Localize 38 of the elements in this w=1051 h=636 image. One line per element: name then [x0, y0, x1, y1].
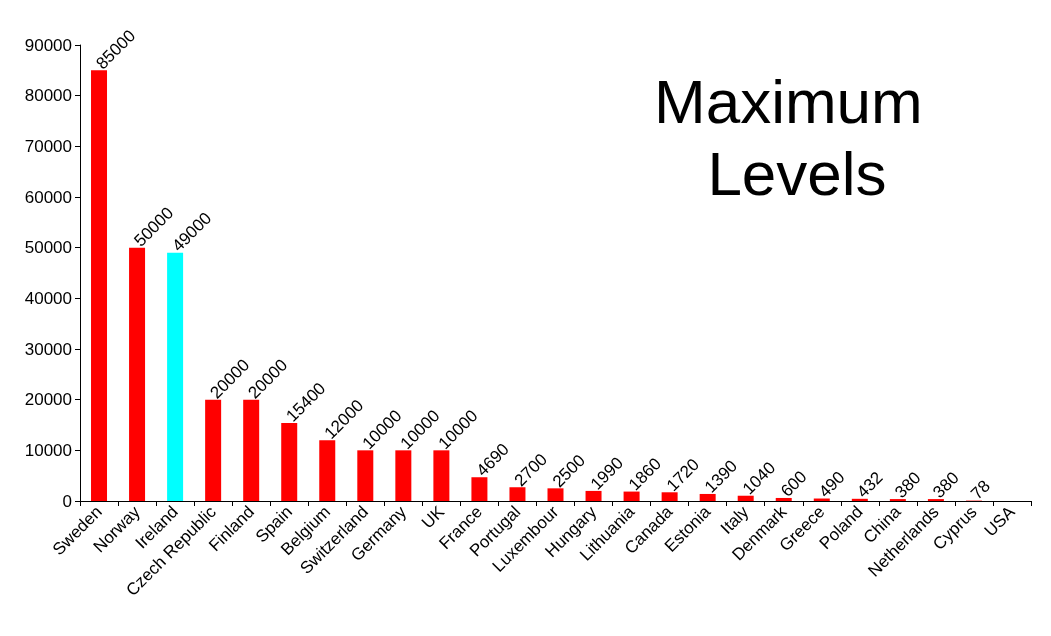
- text: Maximum Levels: [654, 66, 940, 208]
- bar: [509, 487, 526, 501]
- data-label: 380: [929, 468, 963, 502]
- bar: [281, 422, 298, 501]
- bar: [737, 495, 754, 501]
- y-tick-label: 80000: [24, 86, 72, 106]
- data-label: 432: [853, 468, 887, 502]
- bar: [661, 492, 678, 501]
- bar: [395, 450, 412, 501]
- bar: [205, 399, 222, 501]
- y-tick-label: 10000: [24, 440, 72, 460]
- bar: [91, 70, 108, 501]
- bar: [585, 490, 602, 501]
- bar: [357, 450, 374, 501]
- bar: [433, 450, 450, 501]
- y-tick-label: 20000: [24, 390, 72, 410]
- bar: [851, 498, 868, 501]
- y-tick-label: 40000: [24, 288, 72, 308]
- data-label: 380: [891, 468, 925, 502]
- bar: [623, 491, 640, 501]
- x-tick-label: USA: [980, 501, 1020, 541]
- bar: [775, 497, 792, 501]
- bar: [471, 477, 488, 501]
- bar: [167, 252, 184, 501]
- y-tick-label: 30000: [24, 339, 72, 359]
- y-tick-label: 0: [62, 491, 72, 511]
- y-tick-label: 60000: [24, 187, 72, 207]
- data-label: 600: [777, 467, 811, 501]
- data-label: 78: [967, 476, 995, 504]
- y-tick-label: 70000: [24, 136, 72, 156]
- bar: [699, 493, 716, 501]
- y-tick-label: 50000: [24, 238, 72, 258]
- bar: [547, 488, 564, 501]
- bar: [319, 440, 336, 501]
- y-tick-label: 90000: [24, 35, 72, 55]
- bar: [243, 399, 260, 501]
- data-label: 490: [815, 467, 849, 502]
- bar: [129, 247, 146, 501]
